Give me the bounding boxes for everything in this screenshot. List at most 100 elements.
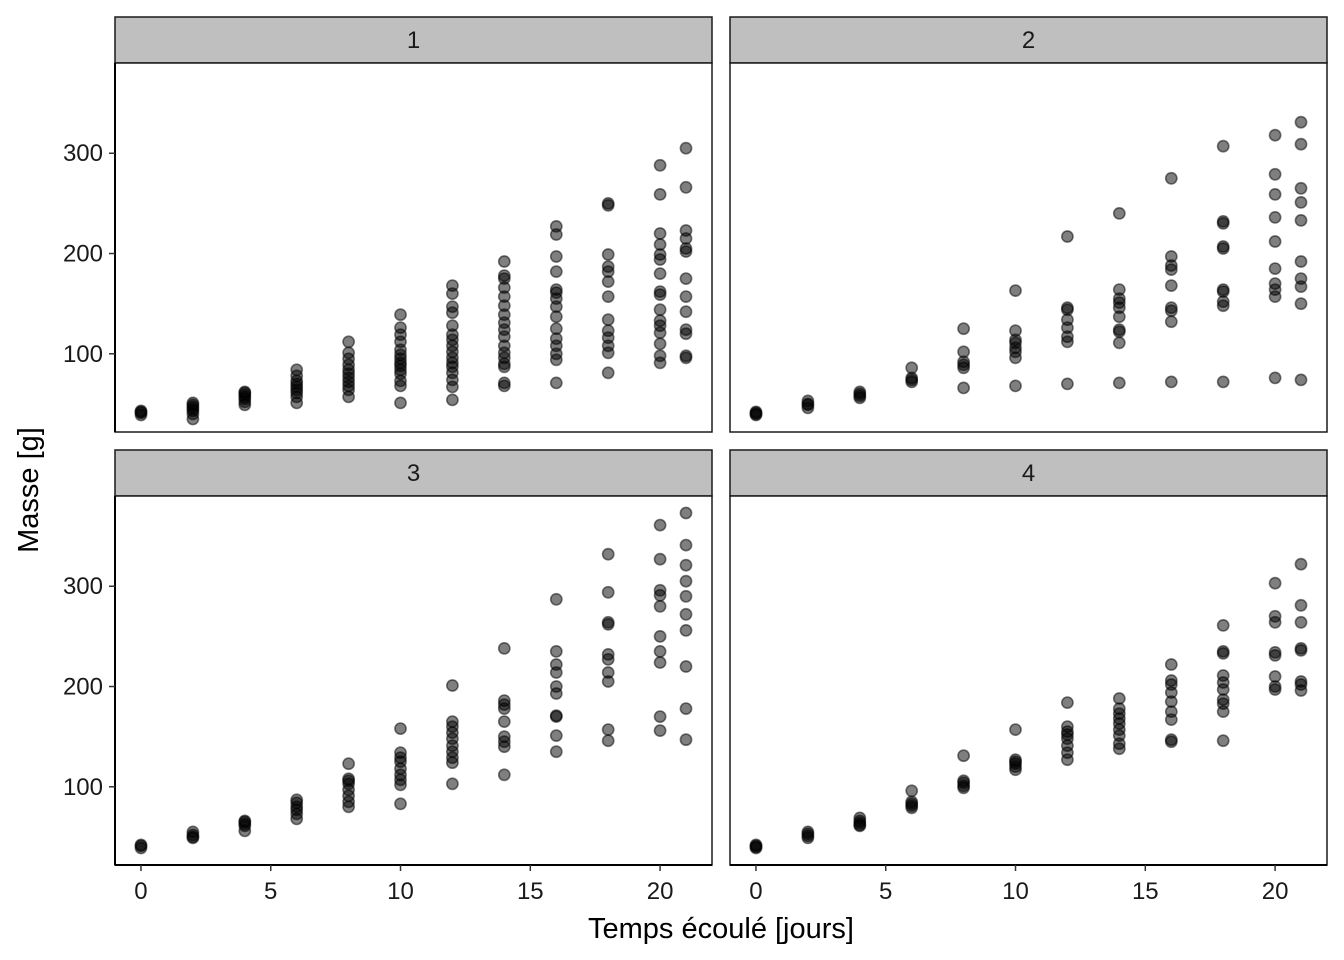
data-point <box>1164 250 1178 263</box>
y-axis-title: Masse [g] <box>13 427 45 553</box>
data-point <box>1009 379 1022 393</box>
data-point <box>1061 301 1074 315</box>
data-point <box>679 272 693 285</box>
data-point <box>497 376 511 390</box>
data-point <box>1294 137 1308 151</box>
x-tick-label: 5 <box>879 878 892 905</box>
y-tick-label: 100 <box>63 774 103 801</box>
data-point <box>1268 277 1282 290</box>
data-point <box>1268 210 1282 224</box>
data-point <box>445 279 459 292</box>
facet-strip <box>114 449 713 497</box>
data-point <box>1268 128 1282 142</box>
x-tick-label: 0 <box>134 878 147 905</box>
data-point <box>653 552 667 566</box>
panels-layer: 1 100 200 300 2 3 100 200 300 0 5 10 15 20 4 0 5 10 15 20 <box>63 16 1328 905</box>
data-point <box>1268 235 1282 248</box>
data-point <box>653 518 667 532</box>
data-point <box>957 345 970 359</box>
data-point <box>653 630 667 643</box>
data-point <box>957 749 970 763</box>
data-point <box>1294 615 1308 629</box>
data-point <box>653 349 667 363</box>
data-point <box>1216 375 1230 389</box>
data-point <box>1164 171 1178 185</box>
data-point <box>601 547 615 561</box>
data-point <box>1216 645 1230 658</box>
data-point <box>1164 658 1178 671</box>
data-point <box>1268 670 1282 683</box>
data-point <box>601 366 615 380</box>
x-axis-title: Temps écoulé [jours] <box>588 913 854 945</box>
data-point <box>394 746 407 760</box>
facet-strip-label: 3 <box>407 460 420 487</box>
facet-strip-label: 1 <box>407 27 420 54</box>
data-point <box>1061 720 1074 733</box>
y-tick-label: 300 <box>63 573 103 600</box>
data-point <box>1216 619 1230 632</box>
data-point <box>186 396 200 410</box>
data-point <box>653 187 667 201</box>
data-point <box>679 574 693 588</box>
data-point <box>1216 240 1230 253</box>
data-point <box>801 394 815 408</box>
data-point <box>549 729 563 742</box>
y-tick-label: 200 <box>63 674 103 701</box>
data-point <box>1294 115 1308 129</box>
data-point <box>445 300 459 314</box>
data-point <box>1112 206 1126 220</box>
data-point <box>342 335 355 349</box>
data-point <box>1164 733 1178 747</box>
data-point <box>549 283 563 296</box>
facet-strip <box>114 16 713 64</box>
data-point <box>653 238 667 251</box>
data-point <box>1112 323 1126 337</box>
data-point <box>1164 279 1178 292</box>
data-point <box>601 666 615 679</box>
data-point <box>749 838 763 852</box>
data-point <box>497 269 511 282</box>
x-tick-label: 0 <box>749 878 762 905</box>
data-point <box>679 349 693 363</box>
data-point <box>1164 375 1178 389</box>
data-point <box>653 303 667 317</box>
x-tick-label: 15 <box>1132 878 1159 905</box>
data-point <box>445 679 459 692</box>
data-point <box>445 715 459 728</box>
data-point <box>549 645 563 658</box>
data-point <box>1164 301 1178 315</box>
data-point <box>549 680 563 693</box>
data-point <box>549 592 563 606</box>
data-point <box>957 322 970 336</box>
data-point <box>653 285 667 298</box>
facet-panel-2: 2 <box>729 16 1328 433</box>
data-point <box>290 793 304 807</box>
data-point <box>394 308 407 322</box>
data-point <box>653 656 667 669</box>
data-point <box>601 196 615 210</box>
data-point <box>679 506 693 520</box>
data-point <box>1112 376 1126 390</box>
data-point <box>134 404 148 418</box>
data-point <box>679 538 693 552</box>
data-point <box>1009 753 1022 767</box>
y-tick-label: 300 <box>63 140 103 167</box>
panel-border <box>114 62 713 433</box>
data-point <box>1216 734 1230 748</box>
data-point <box>679 733 693 747</box>
data-point <box>238 385 252 399</box>
data-point <box>445 393 459 407</box>
data-point <box>1294 297 1308 311</box>
data-point <box>1009 284 1022 297</box>
panel-border <box>729 62 1328 433</box>
data-point <box>1294 598 1308 612</box>
data-point <box>134 838 148 852</box>
data-point <box>1294 675 1308 688</box>
data-point <box>1268 262 1282 275</box>
data-point <box>549 745 563 759</box>
data-point <box>497 255 511 268</box>
data-point <box>445 319 459 333</box>
data-point <box>549 219 563 233</box>
data-point <box>653 314 667 328</box>
data-point <box>1061 377 1074 391</box>
